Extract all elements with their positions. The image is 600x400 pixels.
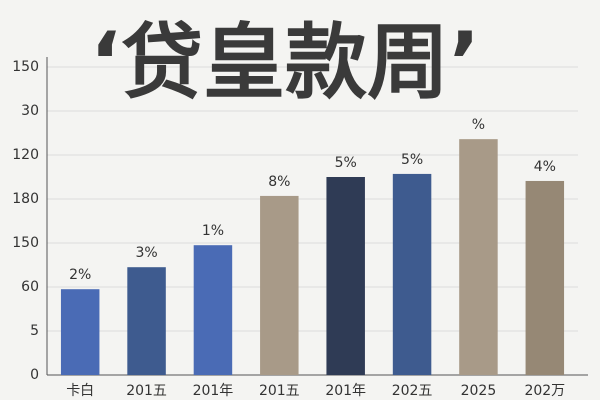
y-tick-label: 120 [12, 147, 39, 163]
bar [459, 139, 498, 375]
y-tick-label: 150 [12, 235, 39, 251]
bar [193, 245, 233, 375]
bar-annotation: 1% [202, 223, 224, 239]
bar-annotation: 8% [268, 174, 290, 190]
bar [326, 177, 365, 375]
chart-title: ‘贷皇款周’ [90, 15, 480, 110]
x-tick-label: 201五 [259, 383, 300, 399]
x-tick-label: 201年 [325, 383, 366, 399]
bar-annotation: % [472, 117, 485, 133]
bar-annotation: 5% [401, 152, 423, 168]
bar-annotation: 3% [135, 245, 157, 261]
bar-annotation: 4% [534, 159, 556, 175]
bar [392, 173, 432, 375]
x-tick-label: 卡白 [66, 383, 94, 399]
y-tick-label: 150 [12, 59, 39, 75]
x-tick-label: 201五 [126, 383, 167, 399]
bar [60, 289, 100, 375]
bar [525, 180, 565, 375]
bar [260, 195, 299, 375]
x-tick-label: 201年 [193, 383, 234, 399]
x-tick-label: 202五 [392, 383, 433, 399]
x-tick-label: 2025 [461, 383, 497, 399]
bar-annotation: 2% [69, 267, 91, 283]
y-tick-label: 5 [30, 323, 39, 339]
y-tick-label: 180 [12, 191, 39, 207]
y-tick-label: 0 [30, 367, 39, 383]
bar [127, 267, 166, 375]
y-tick-label: 30 [21, 103, 39, 119]
bar-annotation: 5% [335, 155, 357, 171]
x-tick-label: 202万 [524, 383, 565, 399]
y-tick-label: 60 [21, 279, 39, 295]
